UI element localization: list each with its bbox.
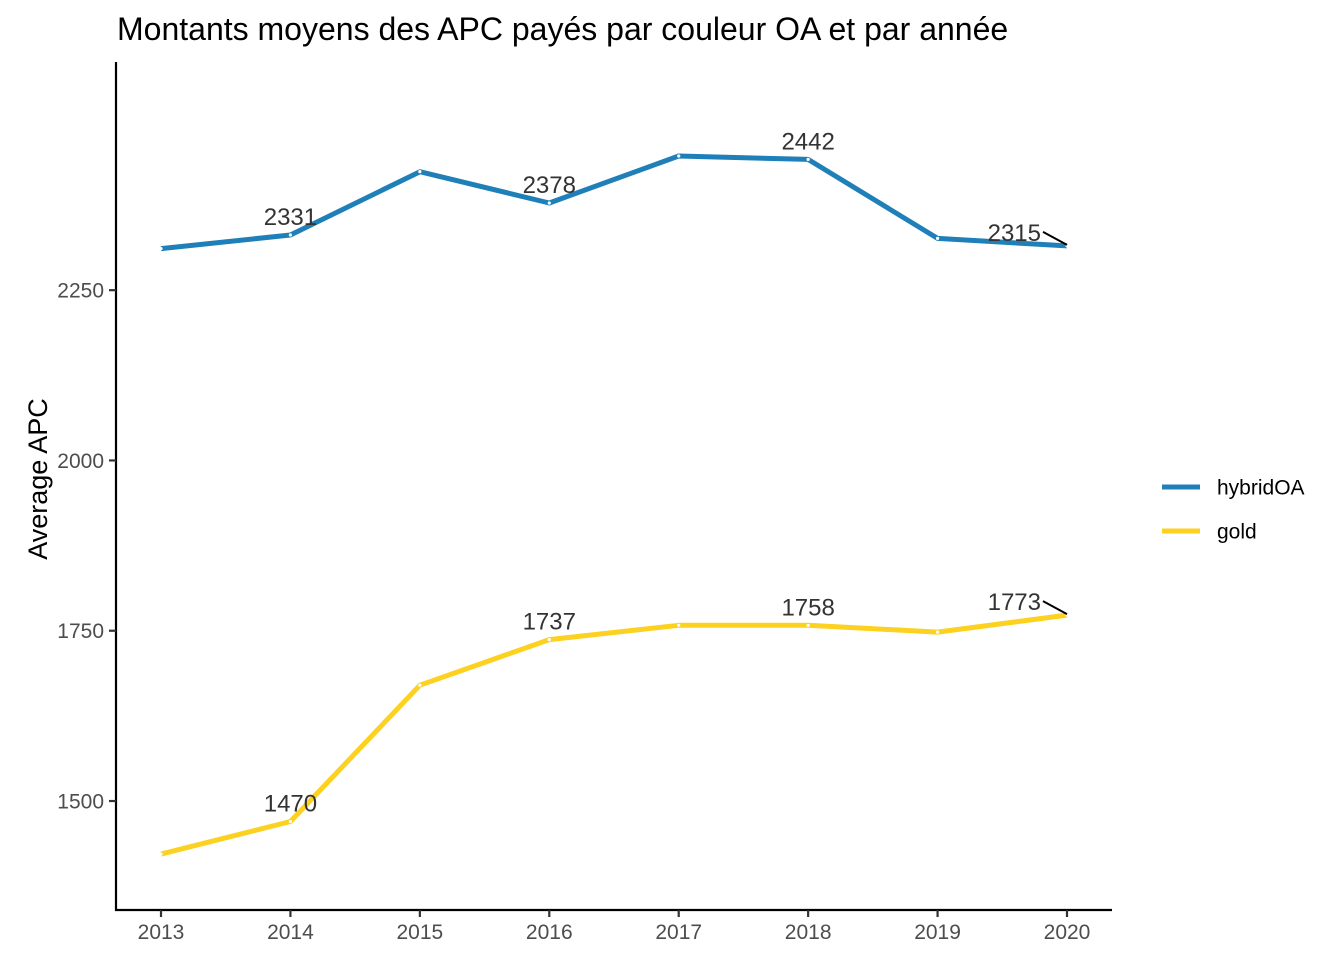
data-label: 2442 bbox=[781, 128, 834, 155]
y-tick-label: 2250 bbox=[57, 280, 104, 303]
label-leader-line bbox=[1042, 231, 1068, 246]
legend-item-gold: gold bbox=[1162, 521, 1257, 544]
data-label: 2315 bbox=[988, 220, 1041, 247]
data-point bbox=[935, 630, 940, 634]
data-point bbox=[547, 637, 551, 642]
data-point bbox=[806, 157, 810, 162]
series-line-gold bbox=[160, 612, 1068, 857]
data-point bbox=[547, 201, 551, 205]
x-tick-label: 2020 bbox=[1044, 921, 1091, 944]
x-tick-label: 2017 bbox=[655, 921, 702, 944]
label-leader-line bbox=[1042, 600, 1068, 615]
series-line-hybridOA bbox=[160, 153, 1068, 252]
data-point bbox=[288, 233, 293, 237]
y-tick-label: 1750 bbox=[57, 620, 104, 643]
y-axis-label: Average APC bbox=[23, 398, 53, 560]
data-point bbox=[159, 852, 163, 856]
chart-title: Montants moyens des APC payés par couleu… bbox=[117, 11, 1008, 47]
y-tick-label: 2000 bbox=[57, 450, 104, 473]
data-point bbox=[159, 247, 163, 251]
legend-label: hybridOA bbox=[1217, 477, 1305, 500]
data-label: 1737 bbox=[523, 609, 576, 636]
series-hybridOA: 2331 2378 2442 2315 bbox=[159, 128, 1069, 252]
x-tick-label: 2019 bbox=[914, 921, 961, 944]
x-tick-label: 2013 bbox=[138, 921, 185, 944]
data-point bbox=[418, 170, 422, 174]
axes: 1500 1750 2000 2250 2013 2014 2015 2016 2017 2018… bbox=[57, 62, 1112, 944]
legend: hybridOA gold bbox=[1162, 477, 1305, 544]
data-label: 2331 bbox=[264, 204, 317, 231]
data-label: 2378 bbox=[523, 172, 576, 199]
legend-label: gold bbox=[1217, 521, 1257, 544]
y-tick-label: 1500 bbox=[57, 791, 104, 814]
x-tick-label: 2018 bbox=[785, 921, 832, 944]
series-gold: 1470 1737 1758 1773 bbox=[159, 589, 1069, 857]
data-point bbox=[677, 154, 681, 158]
data-point bbox=[418, 683, 422, 687]
data-point bbox=[288, 819, 293, 824]
data-point bbox=[806, 623, 810, 627]
legend-item-hybridOA: hybridOA bbox=[1162, 477, 1305, 500]
data-point bbox=[935, 236, 940, 241]
x-tick-label: 2015 bbox=[396, 921, 443, 944]
data-label: 1773 bbox=[988, 589, 1041, 616]
data-label: 1758 bbox=[781, 594, 834, 621]
x-tick-label: 2014 bbox=[267, 921, 314, 944]
x-tick-label: 2016 bbox=[526, 921, 573, 944]
data-point bbox=[677, 623, 681, 627]
data-label: 1470 bbox=[264, 790, 317, 817]
series-group: 2331 2378 2442 2315 1470 1737 1758 1773 bbox=[159, 128, 1069, 857]
